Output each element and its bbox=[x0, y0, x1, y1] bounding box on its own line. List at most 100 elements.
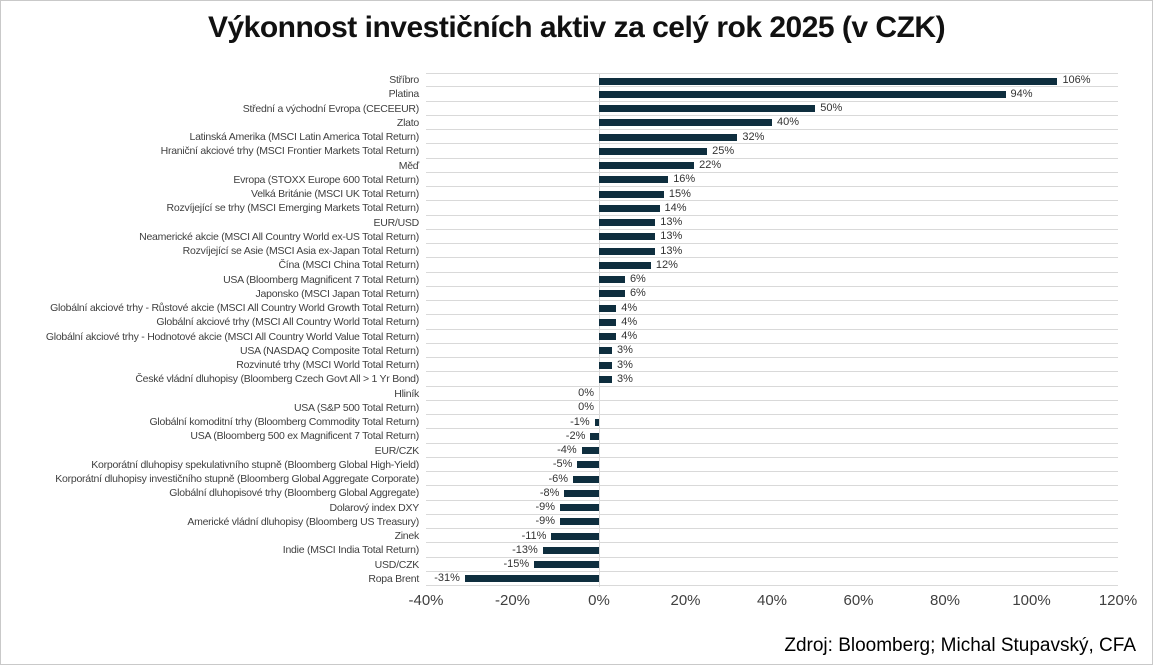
category-label: Dolarový index DXY bbox=[329, 501, 420, 514]
x-axis-tick-label: 40% bbox=[756, 592, 788, 609]
chart-row: Americké vládní dluhopisy (Bloomberg US … bbox=[1, 515, 1118, 529]
bar bbox=[599, 247, 656, 255]
bar bbox=[594, 418, 599, 426]
category-label: Japonsko (MSCI Japan Total Return) bbox=[255, 287, 420, 300]
chart-row: Evropa (STOXX Europe 600 Total Return) 16… bbox=[1, 173, 1118, 187]
bar bbox=[551, 532, 599, 540]
category-label: Globální komoditní trhy (Bloomberg Commo… bbox=[149, 416, 419, 429]
chart-row: Hraniční akciové trhy (MSCI Frontier Mar… bbox=[1, 144, 1118, 159]
value-label: 12% bbox=[655, 258, 678, 271]
x-axis-tick-label: 120% bbox=[1098, 592, 1138, 609]
bar bbox=[599, 276, 625, 283]
chart-row: Zinek -11% bbox=[1, 529, 1118, 544]
category-label: Platina bbox=[388, 88, 420, 101]
value-label: 4% bbox=[621, 315, 638, 328]
plot-cell: -9% bbox=[426, 501, 1118, 515]
bar bbox=[560, 518, 599, 526]
chart-row: Ropa Brent -31% bbox=[1, 572, 1118, 586]
value-label: 25% bbox=[712, 144, 735, 157]
category-label: Střední a východní Evropa (CECEEUR) bbox=[242, 102, 420, 115]
x-axis: -40% -20% 0% 20% 40% 60% 80% 100% 120% bbox=[1, 592, 1137, 618]
category-label: Ropa Brent bbox=[368, 572, 419, 585]
bar bbox=[599, 105, 816, 112]
x-axis-tick-label: -40% bbox=[408, 592, 444, 609]
value-label: 106% bbox=[1062, 74, 1091, 87]
plot-cell: -6% bbox=[426, 472, 1118, 487]
plot-cell: -31% bbox=[426, 572, 1118, 586]
chart-row: Platina 94% bbox=[1, 87, 1118, 102]
value-label: 32% bbox=[742, 130, 765, 143]
value-label: 15% bbox=[668, 187, 691, 200]
value-label: -4% bbox=[557, 444, 577, 457]
bar bbox=[560, 504, 599, 511]
category-label: USA (NASDAQ Composite Total Return) bbox=[240, 344, 419, 357]
category-label: Globální akciové trhy - Růstové akcie (M… bbox=[50, 302, 419, 315]
bar bbox=[590, 432, 599, 440]
bar bbox=[599, 361, 612, 369]
category-label: Korporátní dluhopisy investičního stupně… bbox=[55, 473, 419, 486]
bar bbox=[599, 190, 664, 198]
bar bbox=[599, 261, 651, 269]
chart-row: Japonsko (MSCI Japan Total Return) 6% bbox=[1, 287, 1118, 301]
plot-cell: 106% bbox=[426, 73, 1118, 88]
category-label: Korporátní dluhopisy spekulativního stup… bbox=[91, 458, 419, 471]
value-label: 0% bbox=[578, 387, 594, 400]
bar bbox=[599, 147, 708, 155]
category-label: Rozvinuté trhy (MSCI World Total Return) bbox=[236, 359, 419, 372]
category-label: Neamerické akcie (MSCI All Country World… bbox=[139, 230, 419, 243]
value-label: 6% bbox=[629, 273, 646, 286]
plot-cell: 14% bbox=[426, 201, 1118, 216]
value-label: 4% bbox=[621, 330, 638, 343]
x-axis-tick-label: -20% bbox=[494, 592, 531, 609]
chart-row: Rozvinuté trhy (MSCI World Total Return)… bbox=[1, 358, 1118, 373]
chart-row: Měď 22% bbox=[1, 159, 1118, 173]
bar bbox=[599, 90, 1006, 98]
bar bbox=[599, 133, 738, 141]
bar bbox=[599, 204, 660, 212]
x-axis-tick-label: 100% bbox=[1012, 592, 1051, 609]
chart-row: USD/CZK -15% bbox=[1, 558, 1118, 572]
value-label: -13% bbox=[512, 543, 538, 556]
bar bbox=[599, 318, 617, 326]
value-label: -8% bbox=[539, 486, 560, 499]
chart-row: Velká Británie (MSCI UK Total Return) 15% bbox=[1, 187, 1118, 202]
plot-cell: -13% bbox=[426, 543, 1118, 558]
chart-row: USA (NASDAQ Composite Total Return) 3% bbox=[1, 344, 1118, 358]
category-label: Globální akciové trhy - Hodnotové akcie … bbox=[45, 330, 419, 343]
chart-row: Rozvíjející se Asie (MSCI Asia ex-Japan … bbox=[1, 244, 1118, 259]
value-label: 16% bbox=[673, 173, 696, 186]
category-label: Globální akciové trhy (MSCI All Country … bbox=[156, 316, 419, 329]
chart-row: Rozvíjející se trhy (MSCI Emerging Marke… bbox=[1, 201, 1118, 216]
value-label: 40% bbox=[777, 116, 800, 129]
plot-cell: -5% bbox=[426, 458, 1118, 472]
chart-row: Neamerické akcie (MSCI All Country World… bbox=[1, 230, 1118, 244]
category-label: EUR/USD bbox=[373, 216, 419, 229]
plot-cell: 0% bbox=[426, 401, 1118, 415]
category-label: Hraniční akciové trhy (MSCI Frontier Mar… bbox=[160, 145, 420, 158]
plot-cell: -2% bbox=[426, 429, 1118, 444]
chart-row: USA (Bloomberg 500 ex Magnificent 7 Tota… bbox=[1, 429, 1118, 444]
chart-row: Dolarový index DXY -9% bbox=[1, 501, 1118, 515]
x-axis-tick-label: 0% bbox=[588, 592, 610, 609]
chart-row: Latinská Amerika (MSCI Latin America Tot… bbox=[1, 130, 1118, 145]
plot-cell: -1% bbox=[426, 415, 1118, 430]
chart-row: Globální komoditní trhy (Bloomberg Commo… bbox=[1, 415, 1118, 430]
chart-row: EUR/CZK -4% bbox=[1, 444, 1118, 458]
category-label: USA (S&P 500 Total Return) bbox=[293, 401, 419, 414]
category-label: EUR/CZK bbox=[374, 444, 420, 457]
plot-cell: 3% bbox=[426, 344, 1118, 358]
category-label: USA (Bloomberg Magnificent 7 Total Retur… bbox=[223, 273, 419, 286]
bar bbox=[599, 219, 656, 226]
bar bbox=[599, 290, 625, 298]
bar bbox=[573, 475, 599, 483]
bar bbox=[599, 347, 612, 355]
plot-cell: 0% bbox=[426, 387, 1118, 401]
bar bbox=[599, 119, 772, 127]
category-label: Indie (MSCI India Total Return) bbox=[282, 544, 419, 557]
value-label: 6% bbox=[629, 287, 646, 300]
bar bbox=[599, 375, 612, 383]
plot-cell: 6% bbox=[426, 287, 1118, 301]
category-label: Rozvíjející se trhy (MSCI Emerging Marke… bbox=[166, 202, 420, 215]
bar bbox=[577, 461, 599, 469]
bar bbox=[599, 233, 656, 241]
